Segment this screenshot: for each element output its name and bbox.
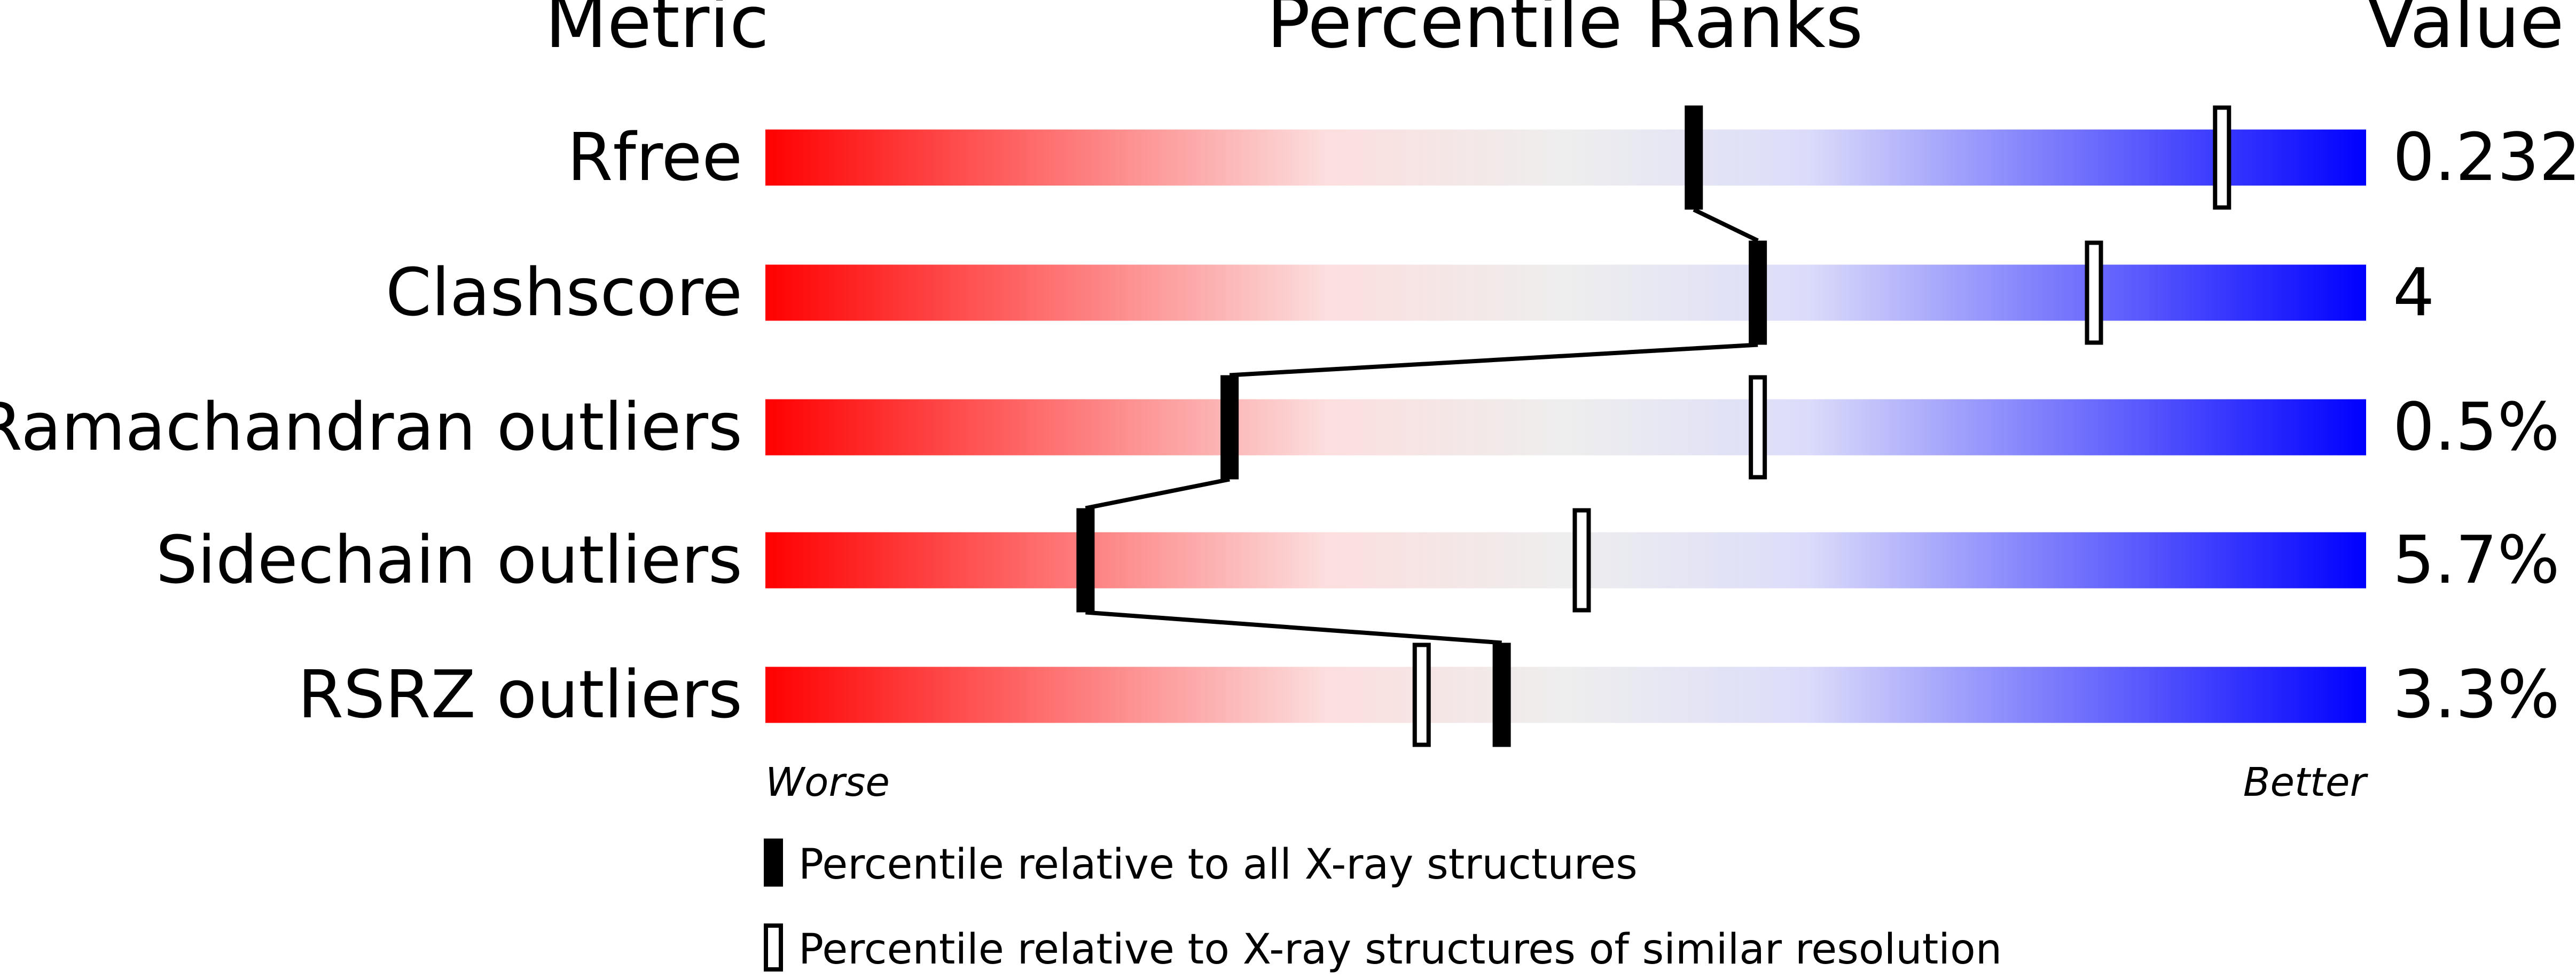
metric-row: Ramachandran outliers 0.5%	[0, 375, 2560, 480]
metric-label: Sidechain outliers	[156, 522, 742, 599]
worse-label: Worse	[765, 759, 890, 805]
connector-line	[1085, 477, 1230, 511]
legend-label: Percentile relative to X-ray structures …	[798, 926, 2002, 974]
similar-resolution-marker	[2085, 240, 2103, 345]
metric-label: Rfree	[567, 120, 742, 196]
percentile-bar	[765, 399, 2366, 456]
legend-label: Percentile relative to all X-ray structu…	[798, 841, 1638, 889]
metric-value: 5.7%	[2393, 522, 2560, 599]
connector-line	[1085, 610, 1502, 645]
all-structures-marker	[1220, 375, 1239, 480]
better-label: Better	[2243, 759, 2369, 805]
percentile-bar	[765, 264, 2366, 321]
connector-line	[1693, 207, 1759, 243]
header-ranks: Percentile Ranks	[1267, 0, 1864, 64]
metric-label: RSRZ outliers	[298, 657, 742, 733]
metric-value: 3.3%	[2393, 657, 2560, 733]
similar-resolution-marker	[2213, 105, 2232, 210]
metric-value: 0.5%	[2393, 389, 2560, 466]
header-value: Value	[2366, 0, 2564, 64]
metric-row: Rfree 0.232	[567, 105, 2576, 210]
all-structures-marker	[1076, 508, 1095, 613]
all-structures-marker	[1749, 240, 1767, 345]
percentile-bar	[765, 667, 2366, 723]
metric-row: Clashscore 4	[386, 240, 2434, 345]
all-structures-marker	[1685, 105, 1703, 210]
similar-resolution-marker	[1572, 508, 1591, 613]
similar-resolution-marker	[1412, 643, 1431, 747]
metric-row: RSRZ outliers 3.3%	[298, 643, 2560, 747]
metric-label: Ramachandran outliers	[0, 389, 742, 466]
legend-item: Percentile relative to X-ray structures …	[764, 923, 2002, 974]
metric-row: Sidechain outliers 5.7%	[156, 508, 2560, 613]
metric-label: Clashscore	[386, 255, 742, 331]
legend-item: Percentile relative to all X-ray structu…	[764, 839, 1638, 889]
percentile-bar	[765, 532, 2366, 589]
all-structures-marker	[1492, 643, 1511, 747]
metric-value: 0.232	[2393, 120, 2576, 196]
metric-value: 4	[2393, 255, 2434, 331]
legend-open-marker	[764, 923, 783, 972]
legend-filled-marker	[764, 839, 783, 887]
similar-resolution-marker	[1749, 375, 1767, 480]
percentile-bar	[765, 129, 2366, 186]
connector-line	[1229, 342, 1758, 378]
header-metric: Metric	[545, 0, 769, 64]
